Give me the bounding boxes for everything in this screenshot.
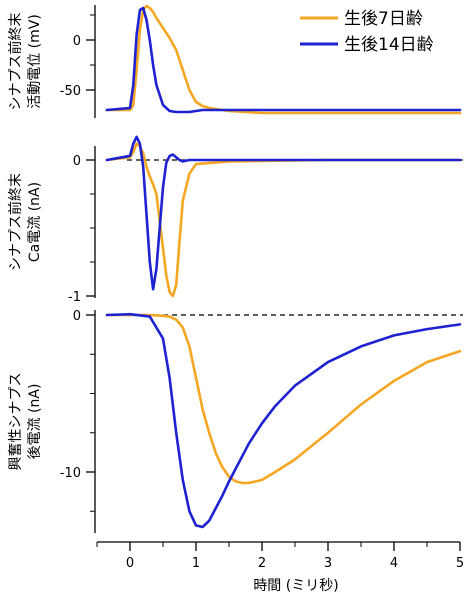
y-axis-label: シナプス前終末 活動電位 (mV) <box>7 13 43 111</box>
series-line-p7 <box>105 313 462 485</box>
y-axis-label-line2: 後電流 (nA) <box>27 384 43 460</box>
legend-label-p14: 生後14日齢 <box>344 35 434 55</box>
y-tick-label: 0 <box>73 154 81 169</box>
series-line-p14 <box>105 312 462 529</box>
x-tick-label: 0 <box>126 556 134 571</box>
y-tick-label: -1 <box>68 290 81 305</box>
y-axis-label-line1: シナプス前終末 <box>7 173 24 271</box>
y-tick-label: -10 <box>60 466 81 481</box>
y-axis-label-line1: 興奮性シナプス <box>8 373 24 471</box>
y-axis-label-line2: Ca電流 (nA) <box>27 182 43 262</box>
panel-1: 0 -50 シナプス前終末 活動電位 (mV) <box>7 4 462 118</box>
x-axis: 0 1 2 3 4 5 <box>96 541 464 571</box>
series-line-p14 <box>105 135 462 291</box>
x-tick-label: 1 <box>192 556 200 571</box>
series-line-p7 <box>105 142 462 298</box>
legend: 生後7日齢 生後14日齢 <box>300 9 434 55</box>
y-tick-label: 0 <box>73 309 81 324</box>
y-tick-label: -50 <box>60 84 81 99</box>
panel-2: 0 -1 シナプス前終末 Ca電流 (nA) <box>7 135 463 305</box>
y-axis-label-line1: シナプス前終末 <box>7 13 24 111</box>
panel-3: 0 -10 興奮性シナプス 後電流 (nA) <box>8 309 463 533</box>
y-axis-label-line2: 活動電位 (mV) <box>27 14 43 109</box>
series-line-p14 <box>105 6 462 114</box>
x-tick-label: 5 <box>456 556 464 571</box>
x-tick-label: 4 <box>390 556 398 571</box>
x-tick-label: 3 <box>324 556 332 571</box>
y-axis-label: 興奮性シナプス 後電流 (nA) <box>8 373 43 471</box>
y-axis-label: シナプス前終末 Ca電流 (nA) <box>7 173 43 271</box>
y-tick-label: 0 <box>73 34 81 49</box>
x-axis-label: 時間 (ミリ秒) <box>253 578 338 594</box>
series-line-p7 <box>105 4 462 115</box>
x-tick-label: 2 <box>258 556 266 571</box>
legend-label-p7: 生後7日齢 <box>344 9 423 29</box>
